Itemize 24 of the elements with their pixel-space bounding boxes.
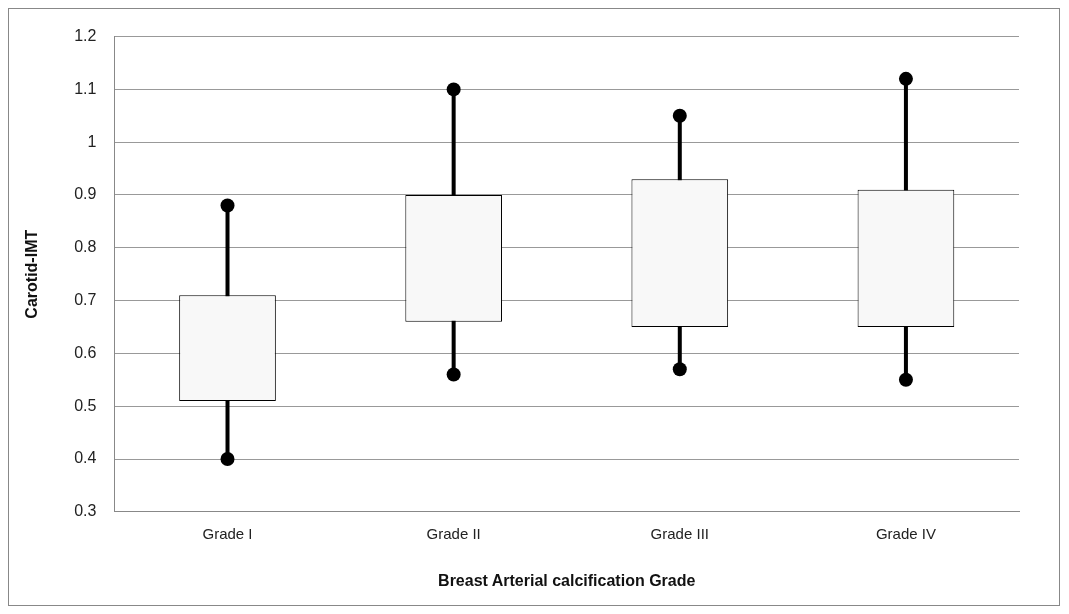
point	[898, 372, 913, 387]
point	[898, 71, 913, 86]
x-axis-title: Breast Arterial calcification Grade	[438, 571, 696, 589]
y-tick-label: 0.3	[74, 502, 97, 520]
y-tick-label: 0.4	[74, 449, 97, 467]
y-tick-label: 1	[87, 132, 97, 150]
point	[672, 108, 687, 123]
x-tick-label: Grade I	[202, 524, 253, 542]
x-tick-label: Grade II	[426, 524, 481, 542]
y-tick-label: 0.7	[74, 291, 97, 309]
x-tick-label: Grade III	[650, 524, 709, 542]
point	[672, 362, 687, 377]
point	[446, 82, 461, 97]
y-tick-label: 0.9	[74, 185, 97, 203]
point	[220, 452, 235, 466]
y-tick-label: 0.8	[74, 238, 97, 256]
x-tick-label: Grade IV	[875, 524, 936, 542]
y-tick-label: 1.2	[74, 27, 97, 45]
y-tick-label: 0.6	[74, 343, 97, 361]
y-tick-label: 1.1	[74, 79, 97, 97]
y-axis-title: Carotid-IMT	[23, 229, 41, 319]
point	[220, 198, 235, 213]
y-tick-label: 0.5	[74, 396, 97, 414]
point	[446, 367, 461, 382]
